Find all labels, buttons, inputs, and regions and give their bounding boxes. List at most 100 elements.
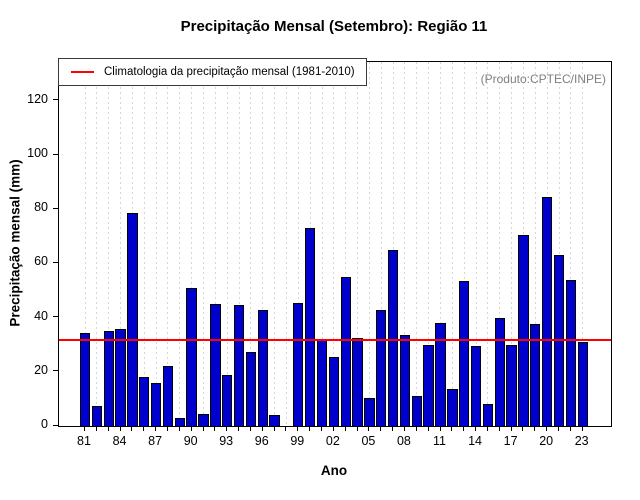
climatology-reference-line bbox=[59, 339, 611, 342]
x-tick bbox=[581, 426, 583, 431]
year-gridline bbox=[333, 62, 335, 426]
bar-1991 bbox=[198, 413, 209, 426]
bar-1999 bbox=[293, 302, 304, 426]
bar-2000 bbox=[304, 228, 316, 426]
year-gridline bbox=[191, 62, 193, 426]
y-tick bbox=[53, 207, 58, 209]
y-tick bbox=[53, 153, 58, 155]
y-tick-label: 100 bbox=[27, 146, 48, 161]
y-tick-label: 0 bbox=[41, 417, 48, 431]
x-tick-label: 23 bbox=[574, 434, 589, 448]
x-tick bbox=[131, 426, 133, 431]
x-tick bbox=[498, 426, 500, 431]
x-tick bbox=[463, 426, 465, 431]
product-annotation: (Produto:CPTEC/INPE) bbox=[480, 72, 606, 86]
bar-2011 bbox=[435, 323, 446, 426]
x-tick-label: 81 bbox=[77, 434, 91, 448]
year-gridline bbox=[297, 62, 299, 426]
x-tick bbox=[344, 426, 346, 431]
bar-2003 bbox=[340, 277, 351, 426]
y-tick-label: 40 bbox=[34, 308, 48, 323]
y-tick bbox=[53, 316, 58, 318]
x-tick bbox=[84, 426, 85, 431]
bar-1993 bbox=[222, 374, 233, 426]
bar-2004 bbox=[352, 337, 363, 426]
year-gridline bbox=[368, 62, 370, 426]
x-tick-label: 14 bbox=[468, 434, 482, 448]
plot-area: Climatologia da precipitação mensal (198… bbox=[58, 58, 612, 427]
bar-1990 bbox=[186, 287, 197, 426]
bar-1986 bbox=[139, 377, 150, 426]
bar-1994 bbox=[233, 305, 245, 426]
year-gridline bbox=[214, 62, 216, 426]
x-tick bbox=[356, 426, 358, 431]
x-tick bbox=[534, 426, 536, 431]
x-tick-label: 17 bbox=[503, 434, 518, 448]
x-tick bbox=[439, 426, 441, 431]
x-tick bbox=[321, 426, 322, 431]
legend-label: Climatologia da precipitação mensal (198… bbox=[104, 66, 355, 78]
x-tick-label: 11 bbox=[433, 434, 446, 448]
x-tick bbox=[190, 426, 192, 431]
bar-2015 bbox=[482, 404, 494, 426]
x-tick bbox=[166, 426, 168, 431]
x-tick-label: 08 bbox=[396, 434, 411, 448]
x-tick bbox=[285, 426, 287, 431]
x-tick bbox=[119, 426, 121, 431]
chart-title: Precipitação Mensal (Setembro): Região 1… bbox=[180, 18, 488, 35]
x-tick bbox=[238, 426, 240, 431]
x-tick bbox=[522, 426, 524, 431]
bar-2006 bbox=[376, 309, 387, 426]
year-gridline bbox=[250, 62, 252, 426]
bar-2023 bbox=[577, 342, 588, 426]
y-tick bbox=[53, 424, 58, 426]
y-tick-label: 120 bbox=[27, 91, 48, 106]
year-gridline bbox=[558, 62, 560, 426]
y-tick-label: 80 bbox=[34, 200, 48, 215]
bar-1992 bbox=[210, 304, 221, 426]
x-tick bbox=[261, 426, 263, 431]
year-gridline bbox=[392, 62, 394, 426]
x-tick-label: 05 bbox=[361, 434, 376, 448]
bar-1985 bbox=[127, 213, 138, 426]
x-tick bbox=[155, 426, 157, 431]
x-tick bbox=[380, 426, 382, 431]
x-tick bbox=[202, 426, 204, 431]
bar-2014 bbox=[470, 346, 482, 426]
x-tick-label: 90 bbox=[183, 434, 198, 448]
x-tick bbox=[558, 426, 559, 431]
bar-2012 bbox=[447, 389, 458, 426]
bar-1981 bbox=[79, 332, 91, 426]
x-tick bbox=[510, 426, 512, 431]
x-tick bbox=[368, 426, 370, 431]
bar-1983 bbox=[103, 331, 114, 426]
x-tick bbox=[273, 426, 275, 431]
x-tick-label: 99 bbox=[290, 434, 305, 448]
x-tick bbox=[427, 426, 429, 431]
x-tick bbox=[415, 426, 417, 431]
x-tick bbox=[475, 426, 477, 431]
bar-2001 bbox=[316, 339, 328, 426]
year-gridline bbox=[570, 62, 572, 426]
bar-2002 bbox=[328, 356, 340, 426]
y-tick-label: 20 bbox=[34, 362, 48, 377]
bar-2017 bbox=[506, 344, 517, 426]
year-gridline bbox=[487, 62, 489, 426]
x-tick bbox=[309, 426, 311, 431]
x-tick bbox=[403, 426, 405, 431]
year-gridline bbox=[582, 62, 584, 426]
year-gridline bbox=[534, 62, 536, 426]
year-gridline bbox=[451, 62, 453, 426]
bar-2010 bbox=[423, 344, 434, 426]
x-tick bbox=[392, 426, 394, 431]
year-gridline bbox=[404, 62, 406, 426]
x-tick bbox=[249, 426, 251, 431]
year-gridline bbox=[108, 62, 110, 426]
year-gridline bbox=[226, 62, 228, 426]
bar-2007 bbox=[387, 249, 399, 426]
x-tick bbox=[486, 426, 488, 431]
year-gridline bbox=[262, 62, 264, 426]
year-gridline bbox=[155, 62, 157, 426]
x-tick bbox=[214, 426, 216, 431]
